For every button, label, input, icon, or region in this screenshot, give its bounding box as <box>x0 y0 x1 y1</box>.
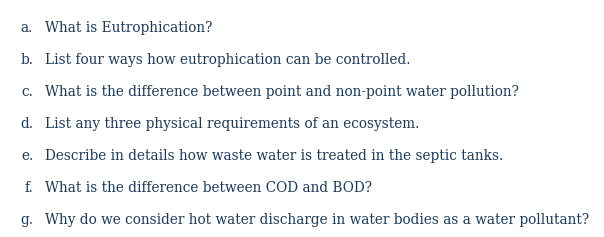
Text: Describe in details how waste water is treated in the septic tanks.: Describe in details how waste water is t… <box>45 149 504 164</box>
Text: g.: g. <box>20 213 33 228</box>
Text: List any three physical requirements of an ecosystem.: List any three physical requirements of … <box>45 117 420 132</box>
Text: b.: b. <box>20 53 33 68</box>
Text: What is the difference between point and non-point water pollution?: What is the difference between point and… <box>45 85 519 100</box>
Text: f.: f. <box>25 181 33 196</box>
Text: a.: a. <box>21 21 33 36</box>
Text: What is the difference between COD and BOD?: What is the difference between COD and B… <box>45 181 372 196</box>
Text: Why do we consider hot water discharge in water bodies as a water pollutant?: Why do we consider hot water discharge i… <box>45 213 590 228</box>
Text: c.: c. <box>21 85 33 100</box>
Text: What is Eutrophication?: What is Eutrophication? <box>45 21 213 36</box>
Text: List four ways how eutrophication can be controlled.: List four ways how eutrophication can be… <box>45 53 411 68</box>
Text: e.: e. <box>21 149 33 164</box>
Text: d.: d. <box>20 117 33 132</box>
